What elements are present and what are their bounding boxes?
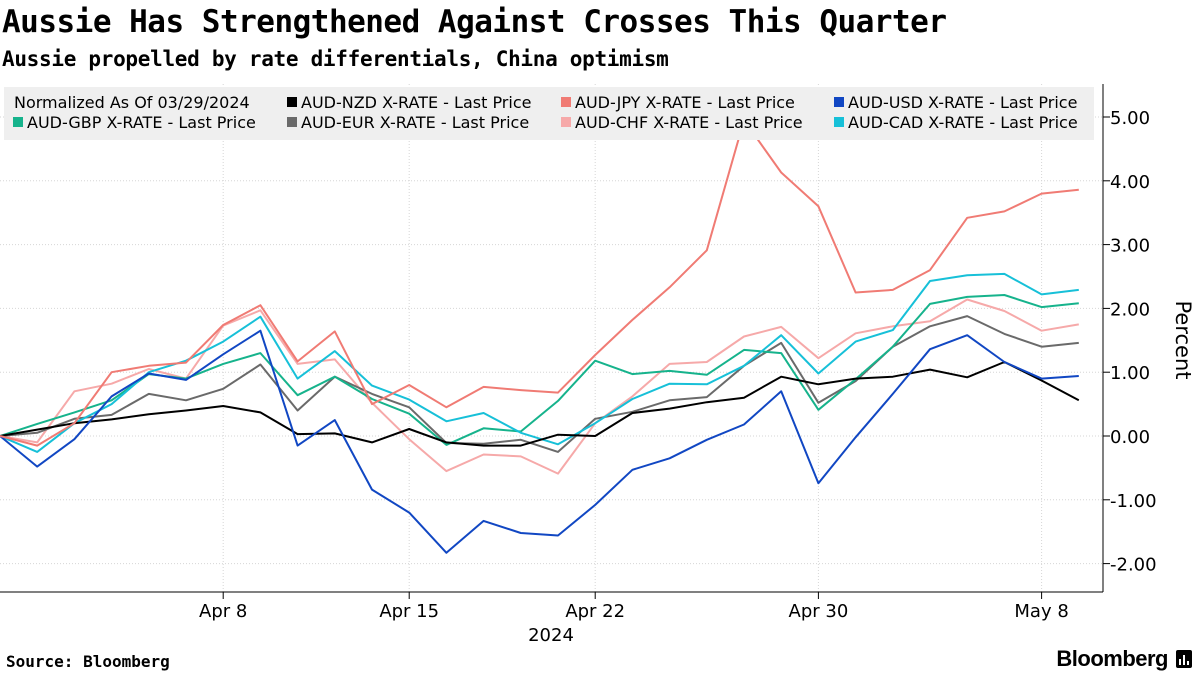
series-line-aud-nzd — [0, 361, 1080, 447]
y-tick-label: 4.00 — [1110, 172, 1150, 193]
legend-swatch — [287, 97, 297, 107]
series-line-aud-jpy — [0, 119, 1079, 447]
legend-label: AUD-EUR X-RATE - Last Price — [301, 113, 529, 132]
legend-label: AUD-JPY X-RATE - Last Price — [575, 93, 795, 112]
source-note: Source: Bloomberg — [6, 652, 170, 671]
y-axis-label: Percent — [1171, 300, 1195, 379]
legend: Normalized As Of 03/29/2024 AUD-NZD X-RA… — [13, 93, 1078, 132]
legend-label: AUD-NZD X-RATE - Last Price — [301, 93, 531, 112]
legend-label: AUD-CAD X-RATE - Last Price — [848, 113, 1078, 132]
chart-subtitle: Aussie propelled by rate differentials, … — [2, 47, 669, 71]
y-tick-label: 5.00 — [1110, 108, 1150, 129]
x-axis-year-label: 2024 — [528, 625, 574, 646]
x-tick-label: Apr 22 — [565, 601, 625, 622]
series-line-aud-eur — [0, 315, 1079, 453]
y-tick-label: -1.00 — [1110, 491, 1157, 512]
legend-swatch — [287, 117, 297, 127]
legend-swatch — [561, 117, 571, 127]
x-tick-label: May 8 — [1014, 601, 1068, 622]
legend-swatch — [834, 117, 844, 127]
y-tick-label: 2.00 — [1110, 299, 1150, 320]
y-axis: -2.00 -1.00 0.00 1.00 2.00 3.00 4.00 5.00 — [1103, 108, 1157, 576]
x-tick-label: Apr 30 — [789, 601, 849, 622]
y-tick-label: -2.00 — [1110, 555, 1157, 576]
legend-swatch — [561, 97, 571, 107]
legend-swatch — [13, 117, 23, 127]
y-tick-label: 0.00 — [1110, 427, 1150, 448]
legend-background — [4, 87, 1094, 140]
series-line-aud-chf — [0, 298, 1079, 475]
y-tick-label: 3.00 — [1110, 236, 1150, 257]
grid — [0, 84, 1103, 592]
legend-note: Normalized As Of 03/29/2024 — [14, 93, 250, 112]
bloomberg-logo: Bloomberg — [1056, 646, 1168, 671]
x-tick-label: Apr 15 — [379, 601, 439, 622]
legend-label: AUD-GBP X-RATE - Last Price — [27, 113, 256, 132]
legend-label: AUD-USD X-RATE - Last Price — [848, 93, 1077, 112]
series-line-aud-cad — [0, 272, 1079, 453]
series-layer — [0, 119, 1080, 554]
chart-title: Aussie Has Strengthened Against Crosses … — [2, 4, 947, 40]
x-tick-label: Apr 8 — [199, 601, 247, 622]
series-line-aud-usd — [0, 329, 1079, 554]
x-axis: Apr 8 Apr 15 Apr 22 Apr 30 May 8 — [199, 592, 1069, 622]
legend-swatch — [834, 97, 844, 107]
legend-label: AUD-CHF X-RATE - Last Price — [575, 113, 803, 132]
bloomberg-terminal-icon — [1176, 650, 1192, 668]
series-line-aud-gbp — [0, 294, 1079, 446]
y-tick-label: 1.00 — [1110, 363, 1150, 384]
